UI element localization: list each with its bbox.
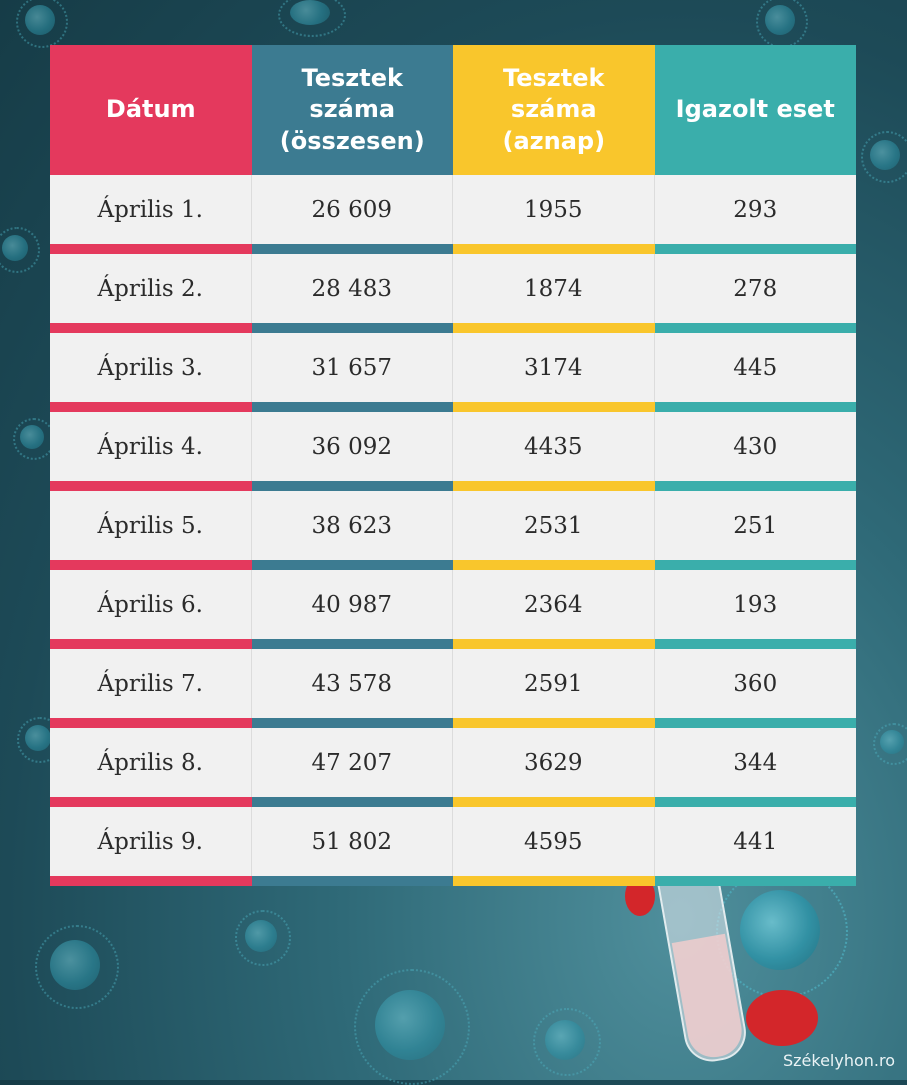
row-color-bar [50,718,856,728]
cell-confirmed: 445 [733,354,778,381]
cell-date: Április 8. [50,728,252,797]
cell-tests-daily: 2591 [453,649,655,718]
virus-decoration [861,131,907,183]
header-tests-total: Tesztek száma (összesen) [251,45,453,175]
row-color-bar [50,797,856,807]
virus-decoration [16,0,68,48]
cell-confirmed: 344 [733,749,778,776]
cell-tests-daily: 4595 [453,807,655,876]
cell-confirmed: 251 [733,512,778,539]
virus-decoration [0,227,40,273]
cell-tests-daily: 2364 [453,570,655,639]
cell-tests-total: 36 092 [252,412,453,481]
cell-date: Április 3. [50,333,252,402]
cell-tests-total: 28 483 [252,254,453,323]
virus-decoration [872,722,907,766]
cell-tests-daily: 3629 [453,728,655,797]
table-row: Április 7. 43 578 2591 360 [50,649,856,728]
row-color-bar [50,876,856,886]
cell-date: Április 2. [50,254,252,323]
virus-decoration [716,866,848,998]
cell-tests-daily: 2531 [453,491,655,560]
cell-confirmed: 360 [733,670,778,697]
table-body: Április 1. 26 609 1955 293 Április 2. 28 483 1… [50,175,856,886]
virus-decoration [35,925,119,1009]
cell-tests-total: 38 623 [252,491,453,560]
cell-tests-total: 47 207 [252,728,453,797]
cell-tests-daily: 3174 [453,333,655,402]
virus-decoration [533,1008,601,1076]
row-color-bar [50,639,856,649]
cell-tests-daily: 4435 [453,412,655,481]
cell-confirmed: 278 [733,275,778,302]
table-row: Április 2. 28 483 1874 278 [50,254,856,333]
row-color-bar [50,481,856,491]
cell-date: Április 6. [50,570,252,639]
data-table: Dátum Tesztek száma (összesen) Tesztek s… [50,45,856,886]
table-row: Április 1. 26 609 1955 293 [50,175,856,254]
cell-tests-total: 51 802 [252,807,453,876]
cell-date: Április 7. [50,649,252,718]
cell-date: Április 4. [50,412,252,481]
virus-decoration [278,0,346,37]
header-tests-daily: Tesztek száma (aznap) [453,45,655,175]
cell-tests-total: 43 578 [252,649,453,718]
cell-tests-daily: 1955 [453,175,655,244]
cell-tests-total: 31 657 [252,333,453,402]
table-row: Április 8. 47 207 3629 344 [50,728,856,807]
virus-decoration [235,910,291,966]
row-color-bar [50,560,856,570]
cell-confirmed: 293 [733,196,778,223]
blood-cell-decoration [746,990,818,1046]
virus-decoration [17,717,63,763]
cell-date: Április 9. [50,807,252,876]
table-row: Április 5. 38 623 2531 251 [50,491,856,570]
cell-tests-total: 26 609 [252,175,453,244]
table-row: Április 3. 31 657 3174 445 [50,333,856,412]
table-row: Április 9. 51 802 4595 441 [50,807,856,886]
virus-decoration [354,969,470,1085]
table-row: Április 6. 40 987 2364 193 [50,570,856,649]
header-confirmed-cases: Igazolt eset [654,45,856,175]
cell-confirmed: 430 [733,433,778,460]
cell-tests-total: 40 987 [252,570,453,639]
watermark: Székelyhon.ro [782,1051,895,1070]
table-header: Dátum Tesztek száma (összesen) Tesztek s… [50,45,856,175]
header-date: Dátum [50,45,252,175]
cell-date: Április 5. [50,491,252,560]
row-color-bar [50,402,856,412]
cell-tests-daily: 1874 [453,254,655,323]
cell-date: Április 1. [50,175,252,244]
table-row: Április 4. 36 092 4435 430 [50,412,856,491]
cell-confirmed: 193 [733,591,778,618]
row-color-bar [50,323,856,333]
virus-decoration [756,0,808,48]
virus-decoration [12,417,56,461]
cell-confirmed: 441 [733,828,778,855]
row-color-bar [50,244,856,254]
